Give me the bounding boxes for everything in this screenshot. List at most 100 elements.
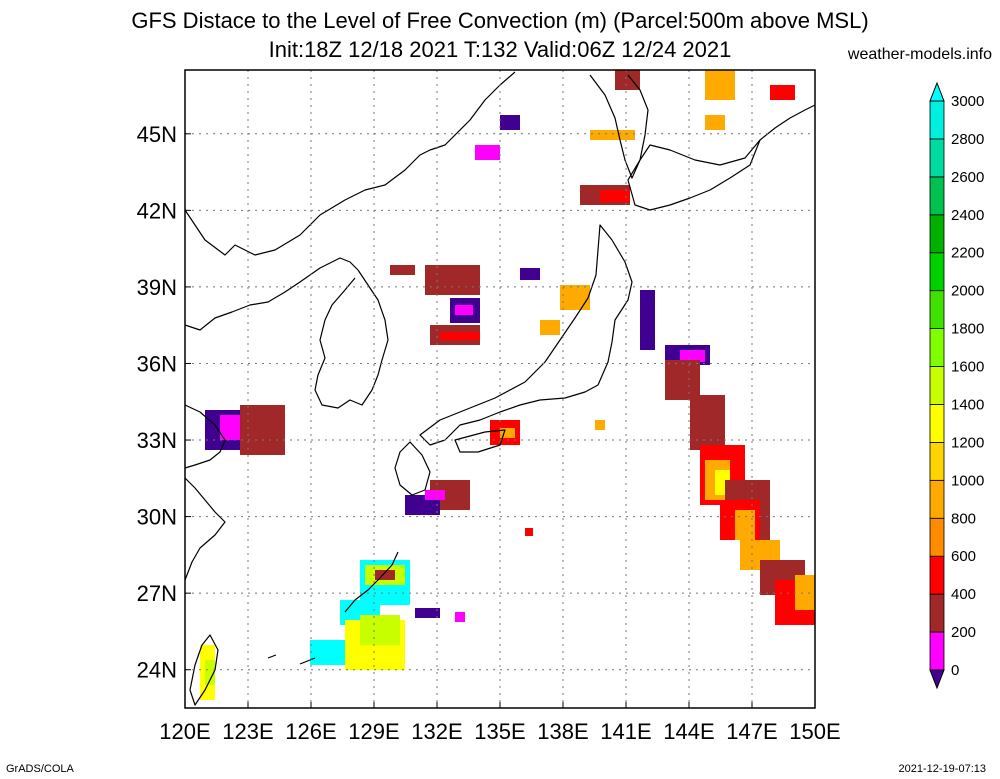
chart-title: GFS Distace to the Level of Free Convect… <box>131 8 869 33</box>
field-patch <box>500 428 515 438</box>
x-tick-label: 138E <box>537 719 588 744</box>
colorbar-swatch <box>929 366 945 405</box>
field-patch <box>475 145 500 160</box>
colorbar-swatch <box>929 176 945 216</box>
field-patch <box>540 320 560 335</box>
field-patch <box>360 615 400 645</box>
colorbar-swatch <box>929 290 945 329</box>
field-patch <box>595 420 605 430</box>
colorbar-label: 1200 <box>951 434 984 451</box>
field-patch <box>770 85 795 100</box>
field-patch <box>735 510 755 540</box>
x-tick-label: 141E <box>600 719 651 744</box>
footer-software-label: GrADS/COLA <box>6 763 74 775</box>
colorbar-swatch <box>929 479 945 519</box>
colorbar-swatch <box>929 441 945 481</box>
field-patch <box>500 115 520 130</box>
field-patch <box>590 130 635 140</box>
colorbar-label: 200 <box>951 624 976 641</box>
colorbar-swatch <box>929 404 945 443</box>
y-tick-label: 33N <box>137 428 177 453</box>
colorbar-label: 2800 <box>951 131 984 148</box>
field-patch <box>705 115 725 130</box>
field-patch <box>600 190 630 202</box>
y-axis-ticks: 24N 27N 30N 33N 36N 39N 42N 45N <box>137 122 191 683</box>
coastlines <box>184 71 816 706</box>
colorbar-swatch <box>929 631 945 671</box>
field-patch <box>690 395 725 450</box>
colorbar-swatch <box>929 252 945 292</box>
colorbar-label: 2200 <box>951 245 984 262</box>
colorbar-swatch <box>929 328 945 367</box>
field-patch <box>205 660 215 685</box>
x-axis-ticks: 120E 123E 126E 129E 132E 135E 138E 141E 144E 147E… <box>159 702 841 744</box>
colorbar-swatch <box>929 100 945 140</box>
y-tick-label: 36N <box>137 351 177 376</box>
coastline-asia-mainland <box>184 71 516 581</box>
field-patch <box>520 268 540 280</box>
y-tick-label: 42N <box>137 198 177 223</box>
x-tick-label: 132E <box>411 719 462 744</box>
y-tick-label: 24N <box>137 658 177 683</box>
field-patch <box>425 490 445 500</box>
field-patch <box>240 405 285 455</box>
x-tick-label: 123E <box>222 719 273 744</box>
field-patch <box>560 285 590 310</box>
colorbar-swatch <box>929 138 945 178</box>
colorbar-label: 1400 <box>951 396 984 413</box>
colorbar-swatch <box>929 593 945 633</box>
footer-timestamp: 2021-12-19-07:13 <box>898 763 986 775</box>
x-tick-label: 120E <box>159 719 210 744</box>
coastline-sakhalin <box>589 74 649 179</box>
x-tick-label: 150E <box>789 719 840 744</box>
coastline-ryukyu <box>267 551 399 665</box>
x-tick-label: 135E <box>474 719 525 744</box>
coastline-taiwan <box>189 634 219 706</box>
chart-subtitle: Init:18Z 12/18 2021 T:132 Valid:06Z 12/2… <box>268 37 732 62</box>
lat-lon-grid <box>185 70 815 708</box>
field-patch <box>640 290 655 350</box>
x-tick-label: 129E <box>348 719 399 744</box>
field-patch <box>525 528 533 536</box>
y-tick-label: 27N <box>137 581 177 606</box>
colorbar-label: 0 <box>951 662 959 679</box>
field-patch <box>615 70 640 90</box>
field-patch <box>455 612 465 622</box>
field-patch <box>665 360 700 400</box>
field-patch <box>375 570 395 580</box>
field-patch <box>455 305 473 315</box>
colorbar-label: 2000 <box>951 283 984 300</box>
colorbar-label: 2600 <box>951 169 984 186</box>
colorbar-label: 1800 <box>951 321 984 338</box>
field-patch <box>440 332 480 340</box>
y-tick-label: 45N <box>137 122 177 147</box>
colorbar-label: 1600 <box>951 359 984 376</box>
x-tick-label: 126E <box>285 719 336 744</box>
colorbar-swatch <box>929 517 945 557</box>
field-patch <box>795 575 815 610</box>
x-tick-label: 147E <box>726 719 777 744</box>
colorbar-swatch <box>929 214 945 254</box>
field-patch <box>680 350 705 362</box>
colorbar-swatch <box>929 555 945 595</box>
coastline-kurils <box>759 104 816 141</box>
colorbar-label: 600 <box>951 548 976 565</box>
field-patch <box>705 70 735 100</box>
colorbar-label: 3000 <box>951 93 984 110</box>
colorbar-max-triangle <box>929 81 945 102</box>
field-patch <box>390 265 415 275</box>
coastline-hokkaido <box>627 139 761 211</box>
coastline-kyushu-shikoku <box>394 429 506 496</box>
field-patch <box>415 608 440 618</box>
x-tick-label: 144E <box>663 719 714 744</box>
y-tick-label: 39N <box>137 275 177 300</box>
field-patch <box>310 640 350 665</box>
colorbar-min-triangle <box>929 669 945 690</box>
coastline-korea <box>314 269 389 409</box>
source-site-label: weather-models.info <box>847 46 992 63</box>
y-tick-label: 30N <box>137 505 177 530</box>
map-frame <box>184 69 816 709</box>
colorbar-label: 800 <box>951 510 976 527</box>
colorbar-label: 2400 <box>951 207 984 224</box>
